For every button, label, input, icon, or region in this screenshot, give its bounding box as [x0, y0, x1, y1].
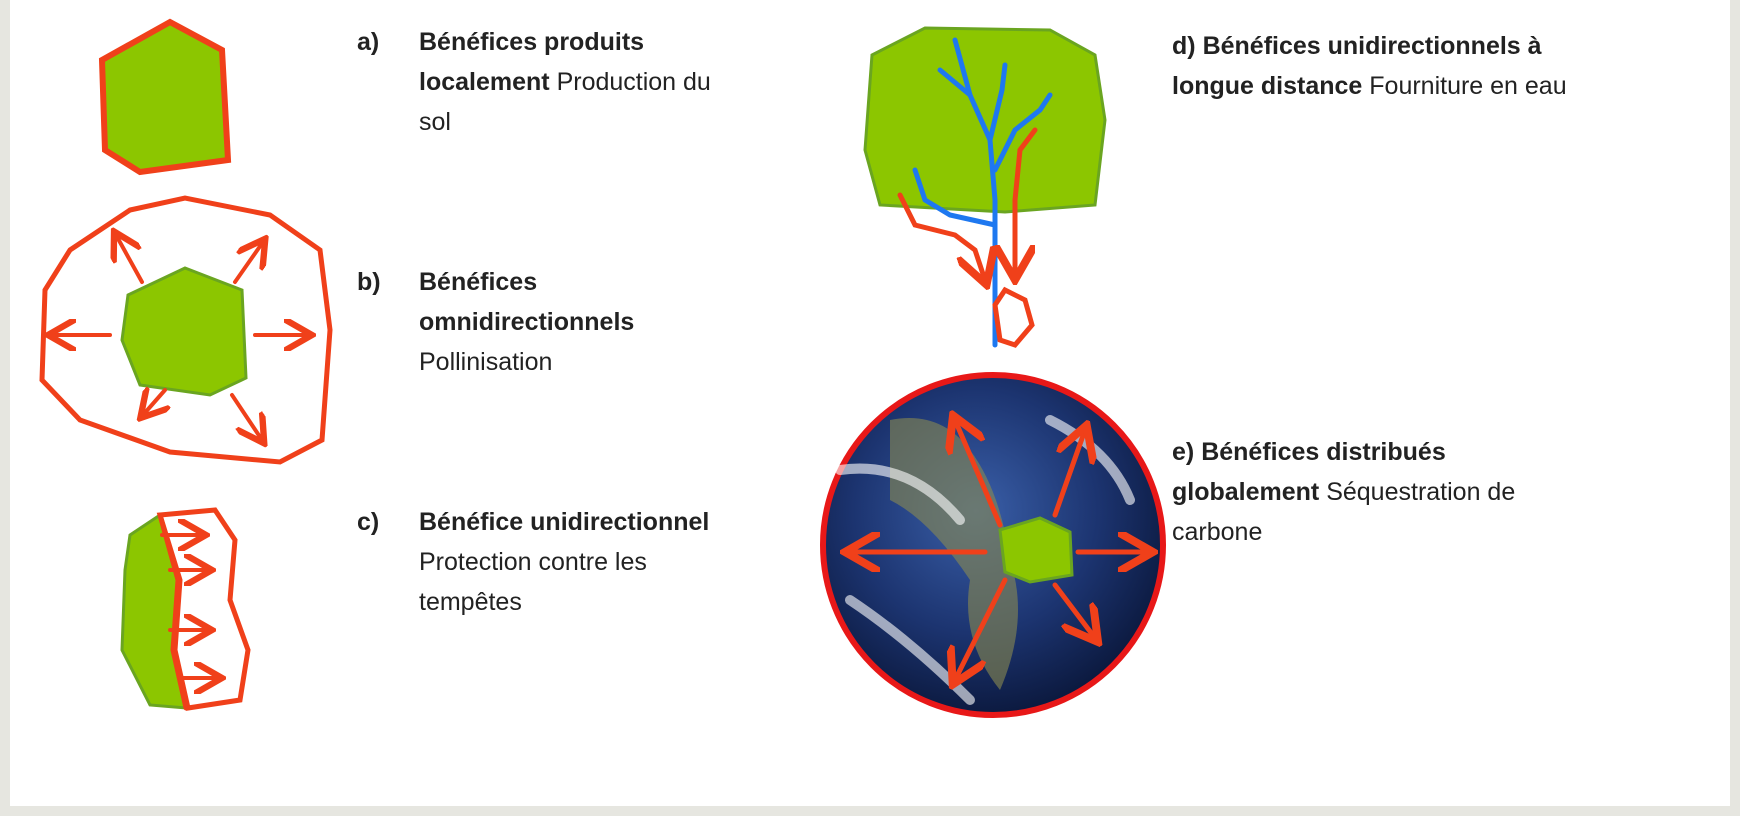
- marker: c): [357, 502, 379, 542]
- zone-a: [102, 22, 228, 172]
- marker: b): [357, 262, 381, 302]
- page: a) Bénéfices produits localement Product…: [0, 0, 1740, 816]
- marker: a): [357, 22, 379, 62]
- illustration: [10, 0, 1730, 806]
- zone-e: [1000, 518, 1072, 582]
- marker: d): [1172, 32, 1196, 60]
- slide: a) Bénéfices produits localement Product…: [10, 0, 1730, 806]
- marker: e): [1172, 438, 1194, 466]
- description: Fourniture en eau: [1369, 72, 1566, 100]
- zone-b: [122, 268, 246, 395]
- zone-d: [865, 28, 1105, 212]
- title: Bénéfice unidirectionnel: [419, 508, 709, 536]
- item-d: d) Bénéfices unidirectionnels à longue d…: [1172, 26, 1592, 106]
- title: Bénéfices omnidirectionnels: [419, 268, 634, 336]
- item-e: e) Bénéfices distribués globalement Séqu…: [1172, 432, 1572, 552]
- description: Protection contre les tempêtes: [419, 548, 647, 616]
- description: Pollinisation: [419, 348, 552, 376]
